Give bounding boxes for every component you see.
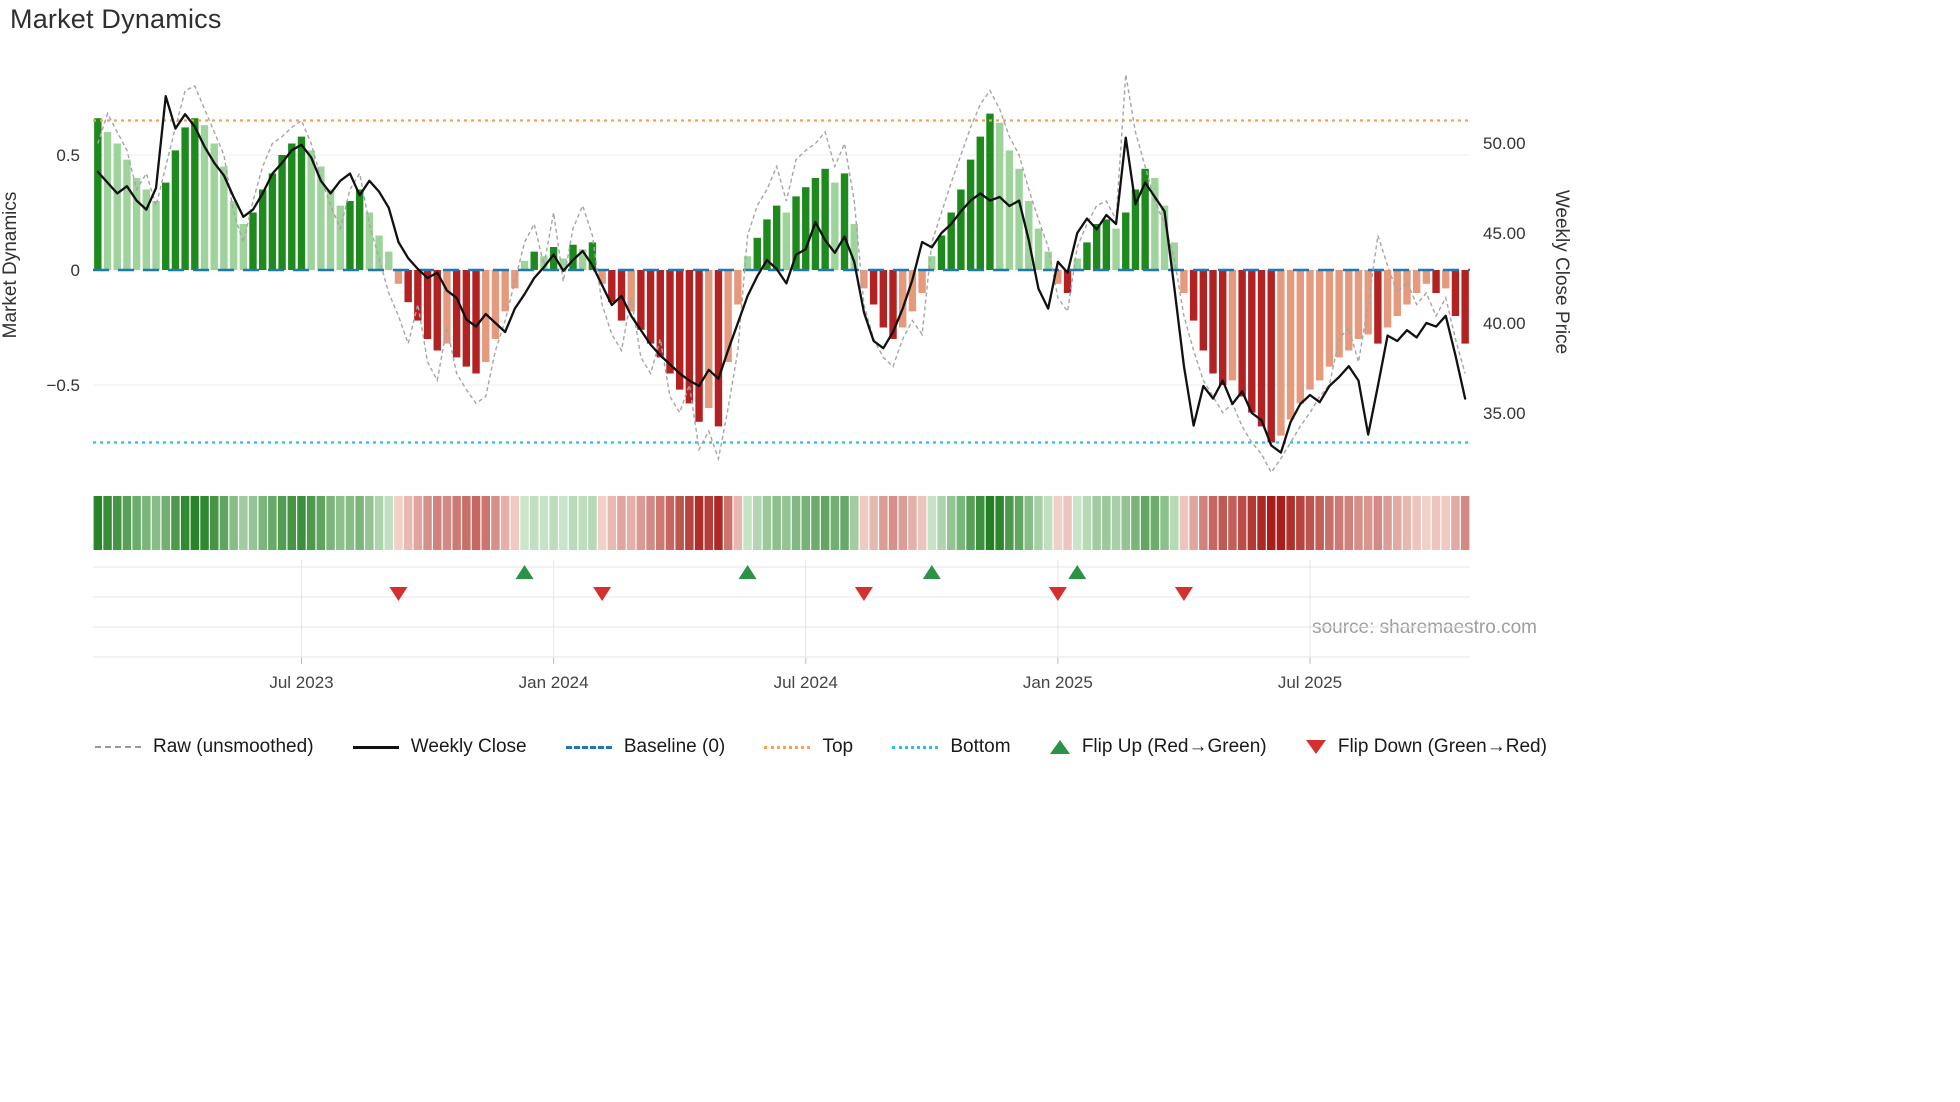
right-axis-label: Weekly Close Price [1551, 190, 1572, 354]
marker-panel-grid [93, 560, 1470, 658]
legend-item-flip-up: Flip Up (Red→Green) [1049, 736, 1267, 758]
heatmap-strip [93, 496, 1470, 550]
svg-text:0.5: 0.5 [56, 146, 80, 165]
legend-label: Flip Down (Green→Red) [1337, 736, 1547, 757]
svg-text:−0.5: −0.5 [46, 376, 80, 395]
raw-line-swatch-icon [95, 746, 141, 748]
right-axis-ticks: 50.00 45.00 40.00 35.00 [1483, 134, 1526, 423]
close-line [96, 95, 1467, 454]
svg-text:45.00: 45.00 [1483, 224, 1526, 243]
svg-text:Jan 2024: Jan 2024 [519, 673, 589, 692]
left-axis-ticks: 0.5 0 −0.5 [46, 146, 80, 395]
x-axis-ticks: Jul 2023 Jan 2024 Jul 2024 Jan 2025 Jul 2025 [269, 658, 1342, 692]
svg-text:Jan 2025: Jan 2025 [1023, 673, 1093, 692]
legend-label: Flip Up (Red→Green) [1081, 736, 1267, 757]
svg-text:Jul 2025: Jul 2025 [1278, 673, 1342, 692]
legend: Raw (unsmoothed) Weekly Close Baseline (… [95, 736, 1547, 758]
raw-line [97, 74, 1466, 474]
legend-item-raw: Raw (unsmoothed) [95, 736, 314, 758]
legend-label: Bottom [950, 736, 1011, 757]
flip-down-markers [389, 587, 1193, 601]
legend-item-top: Top [764, 736, 853, 758]
legend-label: Top [822, 736, 854, 757]
baseline-swatch-icon [565, 745, 612, 749]
flip-up-markers [515, 565, 1087, 579]
bottom-line-swatch-icon [892, 745, 939, 749]
top-line-swatch-icon [764, 745, 811, 749]
legend-item-flip-down: Flip Down (Green→Red) [1305, 736, 1547, 758]
svg-text:50.00: 50.00 [1483, 134, 1526, 153]
legend-item-bottom: Bottom [892, 736, 1011, 758]
svg-text:Jul 2024: Jul 2024 [774, 673, 838, 692]
legend-item-weekly-close: Weekly Close [352, 736, 527, 758]
svg-text:35.00: 35.00 [1483, 404, 1526, 423]
legend-item-baseline: Baseline (0) [565, 736, 726, 758]
left-axis-label: Market Dynamics [0, 192, 21, 339]
legend-label: Weekly Close [410, 736, 527, 757]
flip-up-triangle-icon [1049, 740, 1070, 754]
svg-text:Jul 2023: Jul 2023 [269, 673, 333, 692]
flip-down-triangle-icon [1305, 740, 1326, 754]
legend-label: Raw (unsmoothed) [153, 736, 314, 757]
legend-label: Baseline (0) [623, 736, 726, 757]
chart-canvas: Market Dynamics Weekly Close Price sourc… [0, 74, 1572, 692]
svg-text:40.00: 40.00 [1483, 314, 1526, 333]
page-title: Market Dynamics [10, 4, 222, 34]
weekly-close-swatch-icon [352, 745, 399, 749]
svg-text:0: 0 [71, 261, 80, 280]
